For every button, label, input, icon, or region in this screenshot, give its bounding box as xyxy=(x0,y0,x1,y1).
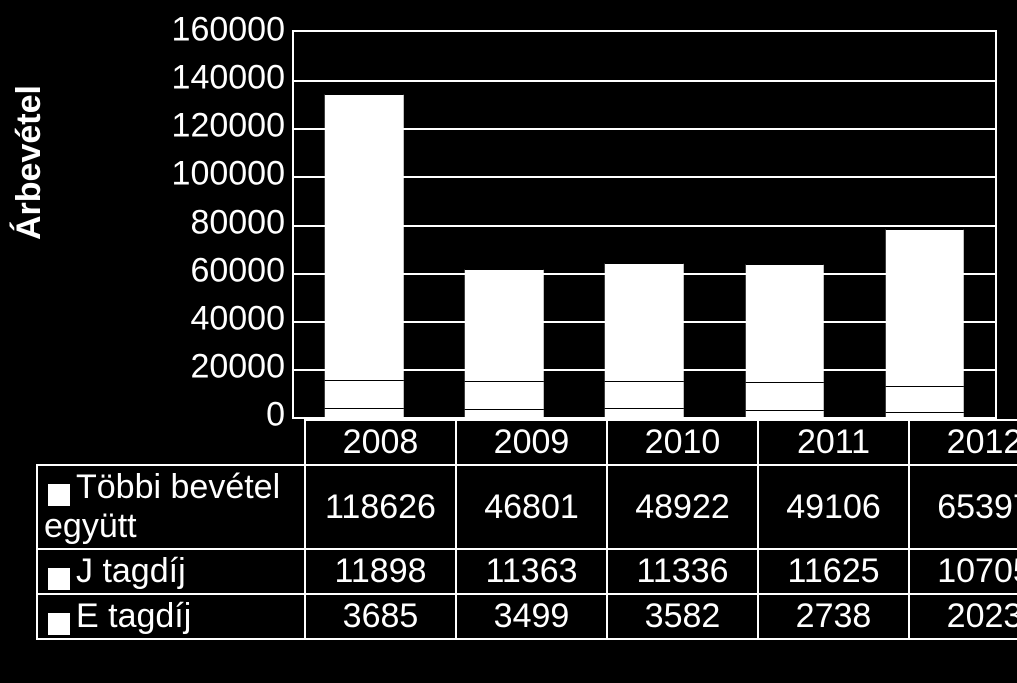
data-cell: 65397 xyxy=(909,465,1017,549)
data-cell: 11363 xyxy=(456,549,607,594)
table-row: E tagdíj 3685 3499 3582 2738 2023 xyxy=(37,594,1017,639)
bar-slot xyxy=(574,32,714,417)
data-cell: 2738 xyxy=(758,594,909,639)
y-tick-label: 120000 xyxy=(172,107,285,146)
data-cell: 11898 xyxy=(305,549,456,594)
legend-marker-icon xyxy=(48,568,70,590)
bar xyxy=(465,269,544,417)
data-cell: 3499 xyxy=(456,594,607,639)
y-tick-label: 80000 xyxy=(190,203,285,242)
data-cell: 10705 xyxy=(909,549,1017,594)
series-label-cell: J tagdíj xyxy=(37,549,305,594)
data-cell: 3685 xyxy=(305,594,456,639)
bar xyxy=(886,229,965,417)
year-cell: 2011 xyxy=(758,420,909,465)
bar-segment xyxy=(465,381,544,408)
y-tick-label: 20000 xyxy=(190,347,285,386)
table-row: Többi bevétel együtt 118626 46801 48922 … xyxy=(37,465,1017,549)
legend-marker-icon xyxy=(48,484,70,506)
bar-slot xyxy=(855,32,995,417)
table-row: J tagdíj 11898 11363 11336 11625 10705 xyxy=(37,549,1017,594)
chart-container: Árbevétel 160000 140000 120000 100000 80000 6… xyxy=(0,0,1017,683)
bar-segment xyxy=(745,410,824,417)
table-corner xyxy=(37,420,305,465)
series-name: Többi bevétel együtt xyxy=(44,468,280,545)
bar-segment xyxy=(745,382,824,410)
year-cell: 2010 xyxy=(607,420,758,465)
bar xyxy=(605,263,684,417)
y-axis-label: Árbevétel xyxy=(10,85,49,240)
year-cell: 2008 xyxy=(305,420,456,465)
data-cell: 3582 xyxy=(607,594,758,639)
series-label-cell: Többi bevétel együtt xyxy=(37,465,305,549)
data-cell: 2023 xyxy=(909,594,1017,639)
y-axis-ticks: 1600001400001200001000008000060000400002… xyxy=(130,30,285,419)
bar-segment xyxy=(605,408,684,417)
bar-slot xyxy=(434,32,574,417)
bar-segment xyxy=(465,409,544,417)
y-tick-label: 40000 xyxy=(190,299,285,338)
bar-segment xyxy=(886,229,965,386)
bar-segment xyxy=(325,408,404,417)
y-tick-label: 160000 xyxy=(172,11,285,50)
series-label-cell: E tagdíj xyxy=(37,594,305,639)
bar-slot xyxy=(294,32,434,417)
bar-segment xyxy=(745,264,824,382)
data-cell: 46801 xyxy=(456,465,607,549)
bar-segment xyxy=(605,263,684,381)
table-row: 2008 2009 2010 2011 2012 xyxy=(37,420,1017,465)
bar-segment xyxy=(605,381,684,408)
bar xyxy=(325,94,404,417)
bar-slot xyxy=(715,32,855,417)
bar-segment xyxy=(886,412,965,417)
legend-marker-icon xyxy=(48,613,70,635)
bar-segment xyxy=(465,269,544,382)
plot-area xyxy=(292,30,997,419)
series-name: E tagdíj xyxy=(76,597,191,635)
y-tick-label: 100000 xyxy=(172,155,285,194)
plot-inner xyxy=(294,32,995,417)
data-cell: 49106 xyxy=(758,465,909,549)
series-name: J tagdíj xyxy=(76,552,186,590)
data-cell: 118626 xyxy=(305,465,456,549)
bar-segment xyxy=(325,94,404,379)
data-cell: 11625 xyxy=(758,549,909,594)
data-table: 2008 2009 2010 2011 2012 Többi bevétel e… xyxy=(36,419,1017,640)
year-cell: 2012 xyxy=(909,420,1017,465)
data-cell: 48922 xyxy=(607,465,758,549)
bar-segment xyxy=(886,386,965,412)
bar-segment xyxy=(325,380,404,409)
year-cell: 2009 xyxy=(456,420,607,465)
bar xyxy=(745,264,824,417)
y-tick-label: 140000 xyxy=(172,59,285,98)
y-tick-label: 60000 xyxy=(190,251,285,290)
data-cell: 11336 xyxy=(607,549,758,594)
